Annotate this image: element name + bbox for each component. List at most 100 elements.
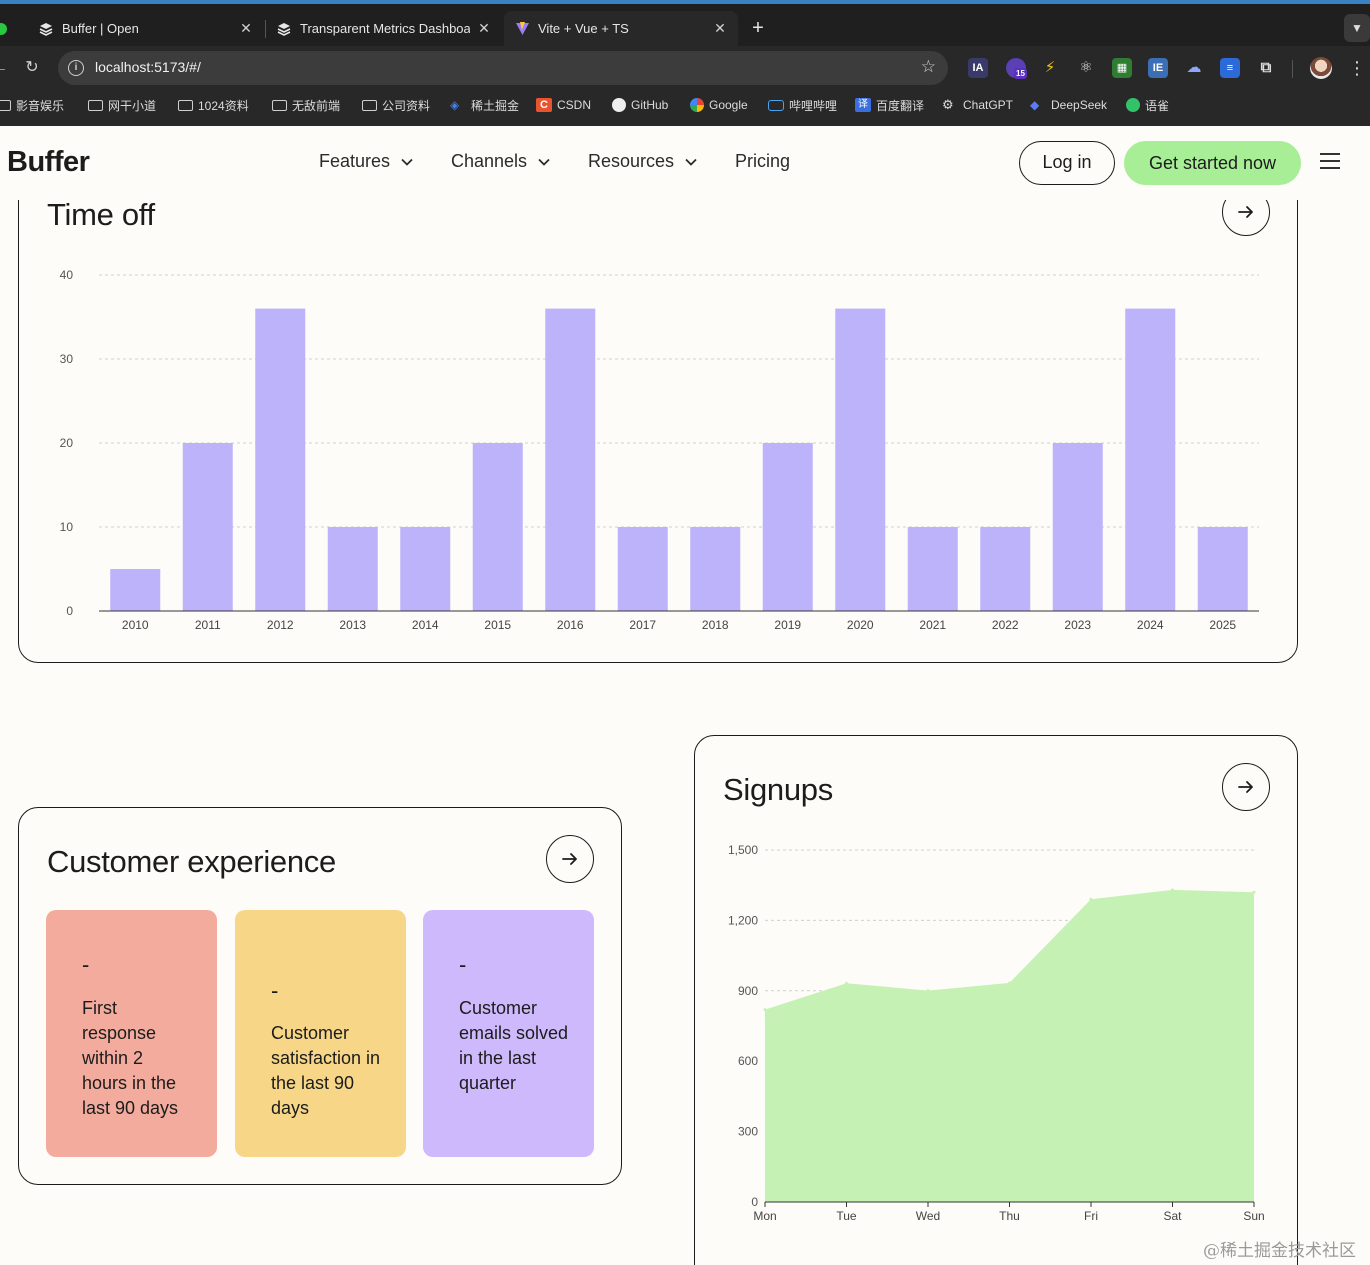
x-tick-label: Sun [1243,1209,1264,1223]
ie-tab-ext-icon[interactable]: IE [1148,58,1168,78]
profile-avatar[interactable] [1310,57,1332,79]
bookmark-deepseek[interactable]: ◆ DeepSeek [1030,98,1108,112]
extension-badge-icon[interactable]: 15 [1006,58,1027,79]
bookmark-baidu-translate[interactable]: 译百度翻译 [855,96,924,114]
close-icon[interactable]: ✕ [478,20,490,36]
get-started-button[interactable]: Get started now [1124,141,1301,185]
y-tick-label: 900 [738,984,758,998]
qr-code-ext-icon[interactable]: ▦ [1112,58,1132,78]
tab-vite-vue-ts[interactable]: Vite + Vue + TS ✕ [504,11,738,46]
bookmark-juejin[interactable]: ◈ 稀土掘金 [450,98,520,113]
bar-2025 [1197,527,1248,611]
bookmark-github[interactable]: GitHub [612,96,668,114]
customer-experience-card: Customer experience - First response wit… [18,807,622,1185]
bookmark-star-icon[interactable]: ☆ [920,57,936,76]
hamburger-menu-icon[interactable] [1320,153,1340,171]
translate-ext-icon[interactable]: ≡ [1220,58,1240,78]
login-button[interactable]: Log in [1019,141,1115,185]
folder-icon [0,99,11,111]
stat-value: - [271,978,279,1003]
x-tick-label: 2018 [702,618,729,632]
site-info-icon[interactable]: i [68,60,84,76]
address-bar[interactable]: i localhost:5173/#/ ☆ [58,51,948,85]
buffer-logo[interactable]: Buffer [7,146,90,178]
time-off-bar-chart: 0 10 20 30 40 2010 2011 2012 2013 2014 2015 2016 201… [60,268,1259,632]
x-tick-label: 2017 [629,618,656,632]
bookmark-bilibili[interactable]: 哔哩哔哩 [768,96,837,114]
signups-open-button[interactable] [1222,763,1270,811]
nav-channels[interactable]: Channels [451,151,551,172]
chevron-down-icon [685,158,697,166]
tab-strip: Buffer | Open ✕ Transparent Metrics Dash… [0,4,1370,46]
stat-value: - [459,952,467,977]
nav-features[interactable]: Features [319,151,414,172]
x-tick-label: 2024 [1137,618,1164,632]
cloud-ext-icon[interactable]: ☁ [1186,59,1202,76]
bookmark-csdn[interactable]: C CSDN [536,96,591,114]
customer-experience-open-button[interactable] [546,835,594,883]
deepseek-whale-icon: ◆ [1030,98,1040,112]
close-icon[interactable]: ✕ [714,20,726,36]
vite-logo-icon [514,21,530,37]
tab-buffer-open[interactable]: Buffer | Open ✕ [28,11,264,46]
close-icon[interactable]: ✕ [240,20,252,36]
x-tick-label: Tue [836,1209,857,1223]
bookmark-folder[interactable]: 无敌前端 [272,96,340,114]
new-tab-plus-icon[interactable]: + [752,17,764,39]
react-devtools-icon[interactable]: ⚛ [1079,59,1093,76]
puzzle-extensions-icon[interactable]: ⧉ [1260,59,1272,76]
point-Wed [926,989,930,993]
folder-icon [362,99,377,111]
x-tick-label: 2010 [122,618,149,632]
immersive-translate-ext-icon[interactable]: IA [968,58,988,78]
nav-pricing[interactable]: Pricing [735,151,791,171]
bookmark-chatgpt[interactable]: ⚙ ChatGPT [942,97,1014,113]
bookmark-folder[interactable]: 公司资料 [362,96,430,114]
x-tick-label: Thu [999,1209,1020,1223]
url-text[interactable]: localhost:5173/#/ [95,59,201,75]
bar-2013 [327,527,378,611]
x-tick-label: 2023 [1064,618,1091,632]
bilibili-tv-icon [768,99,784,111]
x-tick-label: 2019 [774,618,801,632]
bookmark-folder[interactable]: 网干小道 [88,96,156,114]
y-tick-label: 1,200 [728,913,758,927]
point-Mon [763,1008,767,1012]
tab-search-chevron-icon[interactable]: ▼ [1344,14,1370,42]
bookmark-yuque[interactable]: 语雀 [1126,96,1169,114]
card-title: Signups [723,772,833,807]
back-arrow-icon[interactable]: ← [0,59,8,76]
bar-2023 [1052,443,1103,611]
tab-metrics-dashboard[interactable]: Transparent Metrics Dashboa ✕ [266,11,502,46]
bookmark-folder[interactable]: 1024资料 [178,96,249,114]
pikachu-ext-icon[interactable]: ⚡ [1044,59,1056,76]
more-menu-icon[interactable]: ⋮ [1348,58,1366,78]
buffer-stack-icon [276,21,292,37]
bar-2020 [835,308,886,611]
x-tick-label: Mon [753,1209,776,1223]
bar-2016 [545,308,596,611]
folder-icon [272,99,287,111]
x-tick-label: 2021 [919,618,946,632]
bar-2021 [907,527,958,611]
arrow-right-icon [562,853,577,865]
tab-separator [265,20,266,38]
signups-area [765,889,1254,1202]
nav-resources[interactable]: Resources [588,151,698,172]
bookmark-folder[interactable]: 影音娱乐 [0,96,64,114]
y-tick-label: 1,500 [728,843,758,857]
bar-2014 [400,527,451,611]
signups-card: Signups 0 300 600 900 1,200 1,500 Mon Tue Wed Thu… [694,735,1298,1265]
reload-icon[interactable]: ↻ [25,59,39,76]
bookmarks-bar: 影音娱乐 网干小道 1024资料 无敌前端 公司资料 ◈ 稀土掘金 C CSDN G… [0,90,1370,120]
yuque-icon [1126,98,1140,112]
stat-label: Customer satisfaction in the last 90 day… [271,1023,381,1118]
x-tick-label: Wed [916,1209,940,1223]
point-Sun [1252,890,1256,894]
x-tick-label: 2014 [412,618,439,632]
browser-chrome: Buffer | Open ✕ Transparent Metrics Dash… [0,0,1370,126]
window-maximize-dot[interactable] [0,23,7,35]
x-tick-label: 2012 [267,618,294,632]
bookmark-google[interactable]: Google [690,96,748,114]
stat-value: - [82,952,90,977]
